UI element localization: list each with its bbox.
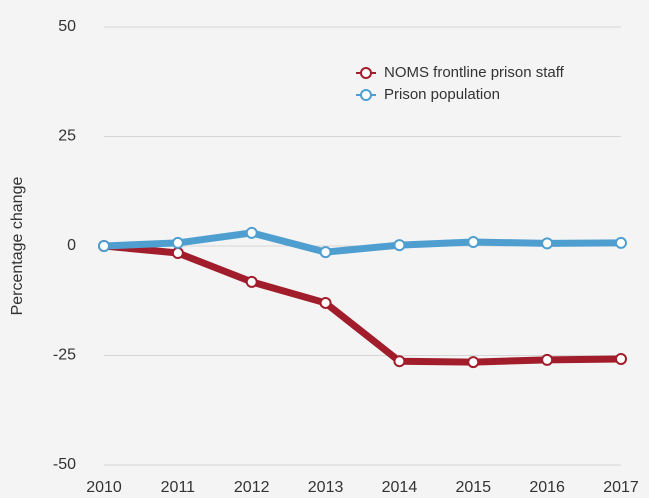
point	[393, 239, 406, 252]
point	[98, 240, 110, 252]
point	[615, 353, 627, 366]
y-axis-label: Percentage change	[9, 177, 26, 316]
series-line	[103, 229, 622, 256]
y-tick-label: 0	[67, 237, 76, 254]
legend-marker	[360, 89, 372, 101]
x-tick-label: 2016	[529, 479, 565, 496]
point	[319, 246, 332, 259]
x-tick-label: 2015	[455, 479, 491, 496]
point	[245, 275, 258, 288]
x-tick-label: 2014	[382, 479, 418, 496]
point	[541, 353, 554, 366]
x-tick-label: 2010	[86, 479, 122, 496]
y-tick-label: -50	[53, 456, 76, 473]
point	[171, 247, 184, 260]
y-tick-label: 50	[58, 18, 76, 35]
x-tick-label: 2013	[308, 479, 344, 496]
point	[171, 236, 184, 249]
x-tick-label: 2017	[603, 479, 639, 496]
legend-label: NOMS frontline prison staff	[384, 64, 565, 81]
point	[467, 356, 480, 369]
point	[615, 236, 627, 249]
series-line	[103, 242, 622, 366]
x-tick-label: 2011	[161, 479, 196, 496]
point	[541, 237, 554, 250]
legend-marker	[360, 67, 372, 79]
point	[467, 236, 480, 249]
y-tick-label: -25	[53, 347, 76, 364]
point	[245, 226, 258, 239]
point	[393, 355, 406, 368]
y-tick-label: 25	[58, 128, 76, 145]
legend-label: Prison population	[384, 86, 500, 103]
point	[319, 296, 332, 309]
x-tick-label: 2012	[234, 479, 270, 496]
